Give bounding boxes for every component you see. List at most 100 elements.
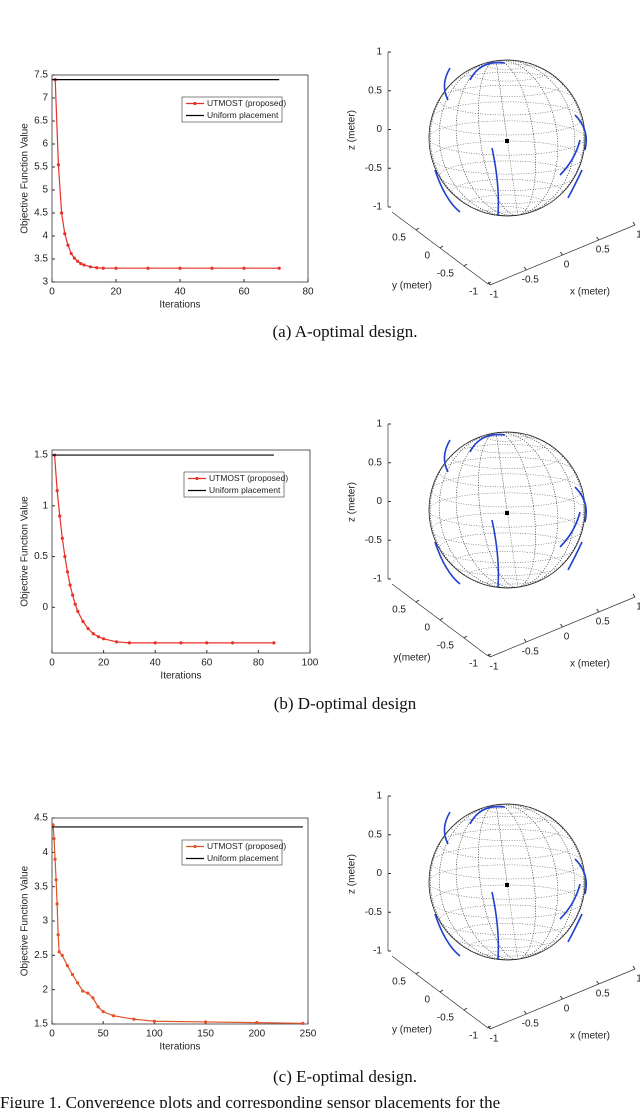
x-tick-label: 100 — [302, 658, 319, 669]
z-tick-label: -0.5 — [365, 535, 383, 546]
y-tick-label: 5.5 — [34, 162, 48, 173]
x-tick-label: 50 — [98, 1029, 110, 1040]
z-tick-label: -1 — [373, 202, 382, 213]
y-axis-label: Objective Function Value — [20, 865, 31, 976]
point — [272, 641, 276, 645]
parallel — [451, 816, 563, 841]
x-tick-label: -1 — [490, 1034, 499, 1045]
z-tick-label: 0 — [376, 124, 382, 135]
x-tick — [487, 1025, 491, 1030]
sensor-trajectory — [559, 883, 581, 920]
point — [63, 554, 67, 559]
legend-label: UTMOST (proposed) — [209, 473, 288, 483]
y-axis-label: y(meter) — [393, 653, 430, 664]
z-tick-label: 0 — [376, 496, 382, 507]
y-tick — [439, 617, 444, 621]
x-tick-label: 20 — [110, 287, 122, 298]
x-tick — [487, 281, 491, 286]
y-tick-label: 3.5 — [34, 881, 48, 892]
point — [101, 266, 105, 270]
y-tick-label: 0 — [424, 623, 430, 634]
point — [53, 857, 57, 861]
x-tick-label: 100 — [146, 1029, 163, 1040]
legend-marker — [193, 101, 197, 106]
y-tick-label: 6.5 — [34, 116, 48, 127]
sensor-trajectory — [574, 858, 588, 895]
y-tick-label: 0 — [424, 995, 430, 1006]
x-tick — [560, 251, 563, 256]
meridian — [496, 433, 518, 587]
y-tick-label: 0.5 — [392, 233, 406, 244]
x-tick-label: 80 — [302, 287, 314, 298]
x-tick — [487, 653, 491, 658]
y-tick-label: 2.5 — [34, 950, 48, 961]
x-tick — [632, 221, 636, 226]
y-tick-label: 3.5 — [34, 254, 48, 265]
parallel — [486, 60, 528, 70]
meridian — [478, 804, 536, 960]
x-tick-label: 0 — [49, 658, 55, 669]
x-tick-label: 0 — [564, 1004, 570, 1015]
parallel — [428, 492, 586, 528]
parallel — [451, 444, 563, 469]
parallel — [451, 923, 563, 948]
x-axis-label: x (meter) — [570, 287, 610, 298]
sensor-trajectory — [567, 541, 583, 571]
y-tick-label: 0 — [42, 602, 48, 613]
point — [81, 619, 85, 624]
y-tick-label: 6 — [42, 139, 48, 150]
point — [101, 1010, 105, 1014]
z-tick-label: 0 — [376, 868, 382, 879]
sensor-trajectory — [469, 61, 506, 81]
sensor-trajectory — [443, 67, 451, 101]
parallel — [486, 950, 528, 960]
x-tick-label: 60 — [238, 287, 250, 298]
point — [65, 570, 70, 574]
parallel — [431, 140, 583, 175]
point — [72, 256, 76, 260]
series-line — [53, 455, 274, 644]
meridian — [478, 432, 536, 588]
parallel — [431, 884, 583, 919]
x-tick — [596, 236, 600, 241]
z-axis-label: z (meter) — [347, 110, 358, 150]
legend-marker — [193, 844, 197, 849]
x-tick-label: 250 — [300, 1029, 317, 1040]
parallel — [467, 435, 547, 454]
point — [111, 1014, 116, 1018]
point — [178, 266, 182, 270]
y-tick-label: 4.5 — [34, 813, 48, 824]
point — [79, 262, 83, 266]
x-axis-label: x (meter) — [570, 1031, 610, 1042]
y-tick — [415, 599, 420, 603]
y-tick-label: 0.5 — [392, 605, 406, 616]
x-tick-label: -0.5 — [522, 275, 540, 286]
parallel — [467, 807, 547, 826]
parallel — [451, 179, 563, 204]
point — [82, 263, 86, 267]
caption: (a) A-optimal design. — [273, 322, 418, 341]
y-tick-label: 4 — [42, 231, 48, 242]
z-tick-label: 0.5 — [368, 85, 382, 96]
parallel — [428, 120, 586, 156]
x-tick-label: 0 — [564, 260, 570, 271]
point — [231, 641, 235, 645]
z-axis-label: z (meter) — [347, 854, 358, 894]
caption: (b) D-optimal design — [274, 694, 417, 713]
point — [58, 514, 62, 518]
x-axis-label: Iterations — [160, 671, 201, 682]
sensor-trajectory — [574, 114, 588, 151]
x-tick-label: 40 — [174, 287, 186, 298]
sensor-trajectory — [491, 519, 500, 588]
x-tick — [523, 638, 527, 643]
meridian — [438, 803, 576, 961]
sensor-trajectory — [469, 805, 506, 825]
y-tick — [415, 971, 420, 975]
legend-marker — [195, 476, 199, 481]
point — [60, 211, 64, 215]
point — [102, 637, 106, 641]
point — [146, 266, 150, 270]
parallel — [486, 432, 528, 442]
center-marker — [505, 139, 509, 143]
point — [56, 163, 61, 167]
